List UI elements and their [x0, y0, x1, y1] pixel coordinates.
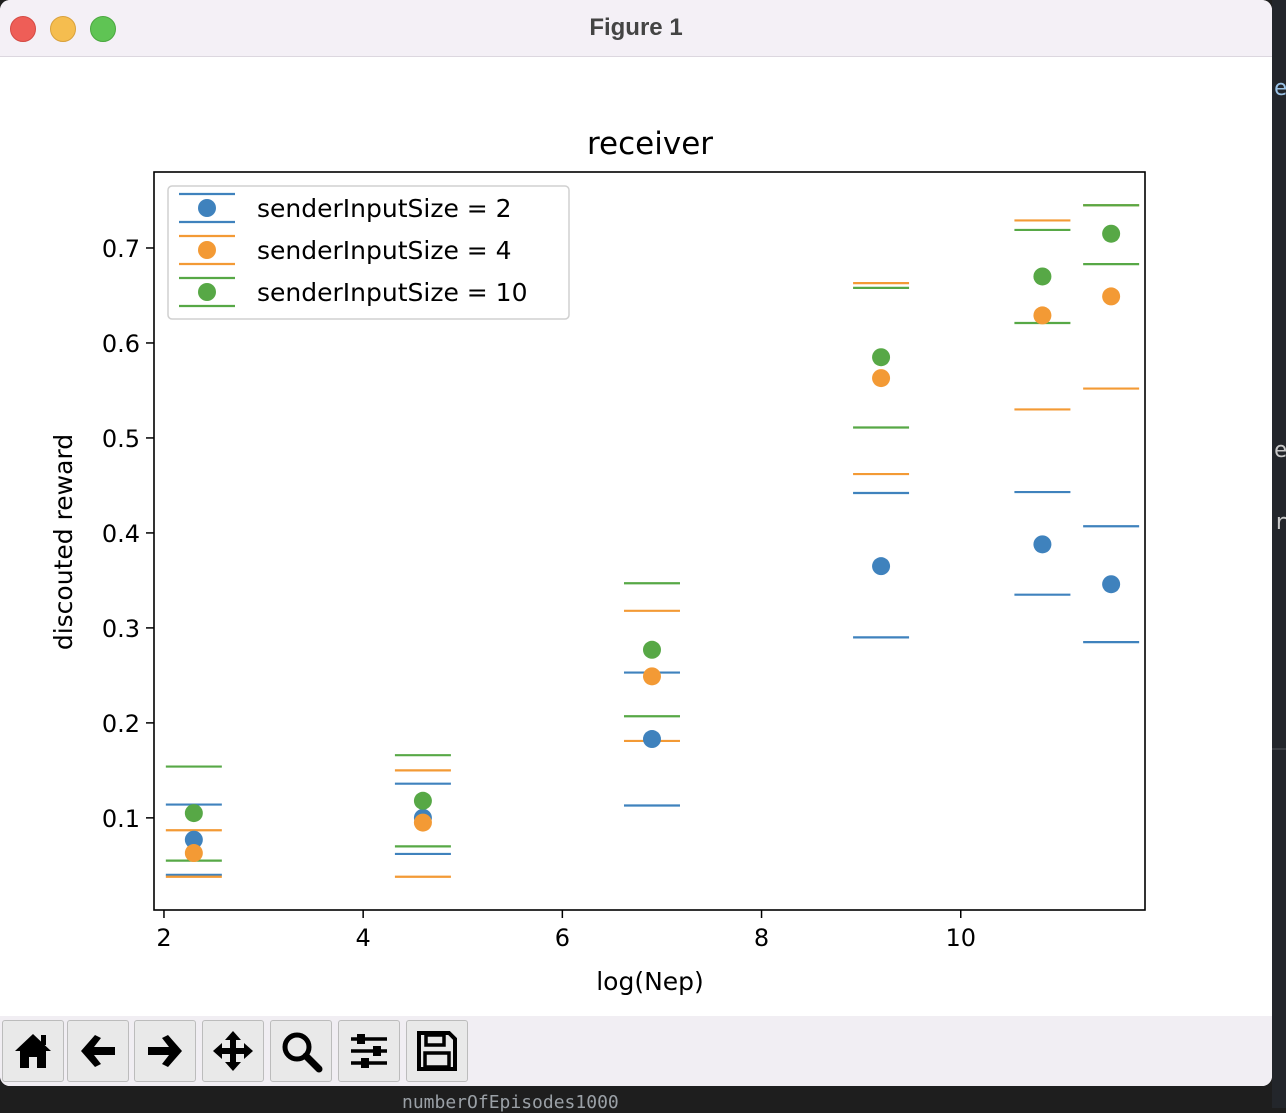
background-edge-letter: e	[1274, 76, 1286, 101]
mean-point	[184, 804, 203, 823]
home-button[interactable]	[2, 1020, 64, 1082]
forward-button[interactable]	[134, 1020, 196, 1082]
mean-point	[642, 730, 661, 749]
legend-point-swatch	[198, 283, 216, 301]
x-tick-label: 2	[156, 924, 171, 952]
mean-point	[1033, 267, 1052, 286]
mean-point	[642, 667, 661, 686]
y-axis-label: discouted reward	[49, 434, 78, 650]
magnifier-icon	[282, 1032, 323, 1073]
legend-point-swatch	[198, 241, 216, 259]
mean-point	[1102, 287, 1121, 306]
y-tick-label: 0.5	[102, 425, 140, 453]
plot-frame	[153, 171, 1146, 911]
y-tick-label: 0.3	[102, 615, 140, 643]
configure-subplots-button[interactable]	[338, 1020, 400, 1082]
background-divider	[1272, 748, 1286, 750]
background-edge-letter: e	[1274, 438, 1286, 463]
chart-title: receiver	[587, 126, 713, 162]
mean-point	[184, 844, 203, 863]
mean-point	[872, 348, 891, 367]
minimize-window-button[interactable]	[50, 16, 76, 42]
mean-point	[413, 813, 432, 832]
mean-point	[1102, 224, 1121, 243]
mean-point	[872, 369, 891, 388]
x-tick-label: 10	[945, 924, 976, 952]
x-axis-label: log(Nep)	[596, 967, 704, 996]
plot-canvas[interactable]: receiver log(Nep) discouted reward sende…	[0, 56, 1272, 1016]
arrow-right-icon	[148, 1035, 182, 1067]
pan-button[interactable]	[202, 1020, 264, 1082]
legend-entry-label: senderInputSize = 2	[257, 194, 512, 223]
save-button[interactable]	[406, 1020, 468, 1082]
y-tick-label: 0.1	[102, 805, 140, 833]
sliders-icon	[351, 1034, 387, 1068]
background-editor-strip	[1272, 0, 1286, 1108]
title-bar[interactable]: Figure 1	[0, 0, 1272, 57]
x-tick-label: 4	[356, 924, 371, 952]
legend: senderInputSize = 2 senderInputSize = 4 se…	[167, 185, 570, 320]
back-button[interactable]	[67, 1020, 129, 1082]
background-edge-letter: r	[1274, 510, 1286, 535]
legend-entry-label: senderInputSize = 10	[257, 278, 527, 307]
mean-point	[1033, 535, 1052, 554]
mean-point	[642, 640, 661, 659]
mean-point	[872, 557, 891, 576]
mean-point	[413, 791, 432, 810]
navigation-toolbar	[0, 1016, 1272, 1086]
mean-point	[1102, 575, 1121, 594]
mean-point	[184, 830, 203, 849]
floppy-disk-icon	[417, 1031, 457, 1071]
y-tick-label: 0.6	[102, 330, 140, 358]
zoom-button[interactable]	[270, 1020, 332, 1082]
background-terminal-text: numberOfEpisodes1000	[402, 1092, 619, 1113]
y-tick-label: 0.7	[102, 235, 140, 263]
x-tick-label: 8	[754, 924, 769, 952]
arrow-left-icon	[81, 1035, 115, 1067]
maximize-window-button[interactable]	[90, 16, 116, 42]
legend-point-swatch	[198, 199, 216, 217]
y-tick-label: 0.4	[102, 520, 140, 548]
figure-window: Figure 1 receiver log(Nep) discouted rew…	[0, 0, 1272, 1086]
move-icon	[213, 1031, 253, 1071]
mean-point	[1033, 306, 1052, 325]
window-title: Figure 1	[589, 14, 683, 41]
close-window-button[interactable]	[10, 16, 36, 42]
legend-frame	[167, 185, 570, 320]
legend-entry-label: senderInputSize = 4	[257, 236, 512, 265]
y-tick-label: 0.2	[102, 710, 140, 738]
home-icon	[15, 1034, 51, 1068]
x-tick-label: 6	[555, 924, 570, 952]
